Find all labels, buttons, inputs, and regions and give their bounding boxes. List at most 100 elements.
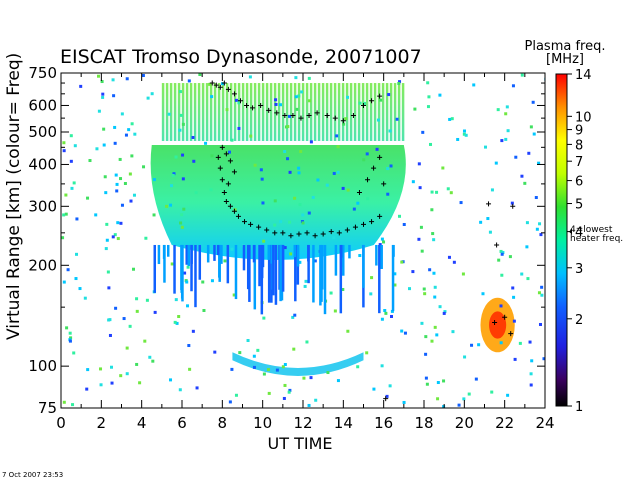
noise-pixel <box>459 201 463 205</box>
noise-pixel <box>261 201 265 205</box>
noise-pixel <box>411 270 415 274</box>
noise-pixel <box>123 181 127 185</box>
noise-pixel <box>379 98 383 102</box>
noise-pixel <box>127 128 131 132</box>
noise-pixel <box>266 368 270 372</box>
noise-pixel <box>500 139 504 143</box>
noise-pixel <box>141 73 145 77</box>
streak <box>323 244 327 315</box>
noise-pixel <box>230 138 234 142</box>
noise-pixel <box>169 378 173 382</box>
noise-pixel <box>182 207 186 211</box>
noise-pixel <box>511 286 515 290</box>
noise-pixel <box>419 225 423 229</box>
noise-pixel <box>131 267 135 271</box>
noise-pixel <box>178 388 182 392</box>
colorbar-tick-label-10: 14 <box>575 68 592 83</box>
noise-pixel <box>499 341 503 345</box>
noise-pixel <box>68 339 72 343</box>
noise-pixel <box>388 384 392 388</box>
streak <box>157 244 161 265</box>
streak <box>296 244 300 267</box>
noise-pixel <box>400 329 404 333</box>
noise-pixel <box>191 135 195 139</box>
noise-pixel <box>179 113 183 117</box>
layer-upper-stripe <box>385 83 389 141</box>
layer-upper-stripe <box>293 83 297 141</box>
cross-21 <box>361 102 366 108</box>
noise-pixel <box>442 405 446 408</box>
layer-e-region <box>232 352 364 376</box>
noise-pixel <box>62 213 66 217</box>
noise-pixel <box>225 108 229 112</box>
noise-pixel <box>383 309 387 313</box>
noise-pixel <box>259 168 263 172</box>
streak <box>166 244 170 257</box>
noise-pixel <box>426 81 430 85</box>
noise-pixel <box>529 383 533 387</box>
noise-pixel <box>191 329 195 333</box>
noise-pixel <box>288 170 292 174</box>
x-tick-label-0: 0 <box>56 414 66 432</box>
noise-pixel <box>520 174 524 178</box>
noise-pixel <box>423 292 427 296</box>
noise-pixel <box>70 186 74 190</box>
noise-pixel <box>64 193 68 197</box>
noise-pixel <box>262 239 266 243</box>
noise-pixel <box>446 187 450 191</box>
noise-pixel <box>237 126 241 130</box>
noise-pixel <box>94 213 98 217</box>
noise-pixel <box>100 80 104 84</box>
noise-pixel <box>436 397 440 401</box>
noise-pixel <box>435 333 439 337</box>
noise-pixel <box>278 103 282 107</box>
noise-pixel <box>441 166 445 170</box>
noise-pixel <box>427 95 431 99</box>
noise-pixel <box>279 220 283 224</box>
noise-pixel <box>297 166 301 170</box>
noise-pixel <box>195 386 199 390</box>
noise-pixel <box>420 321 424 325</box>
x-tick-label-5: 10 <box>253 414 272 432</box>
colorbar-tick-label-0: 1 <box>575 400 583 415</box>
noise-pixel <box>119 177 123 181</box>
cross-50 <box>219 144 225 150</box>
cross-48 <box>369 219 375 225</box>
cross-markers <box>209 80 516 402</box>
layer-upper-stripe <box>365 83 369 141</box>
cross-7 <box>244 102 250 108</box>
noise-pixel <box>307 76 311 80</box>
cross-16 <box>314 110 320 116</box>
cross-36 <box>272 230 278 236</box>
cross-14 <box>298 115 304 121</box>
cross-1 <box>213 82 219 88</box>
layer-upper-stripe <box>237 83 241 141</box>
noise-pixel <box>462 129 466 133</box>
noise-pixel <box>514 155 518 159</box>
layer-f-region <box>150 144 406 260</box>
streak <box>253 244 257 310</box>
layer-upper-stripe <box>373 83 377 141</box>
noise-pixel <box>78 287 82 291</box>
colorbar-tick-label-3: 4 <box>575 226 583 241</box>
noise-pixel <box>450 117 454 121</box>
cross-51 <box>223 151 229 157</box>
noise-pixel <box>309 376 313 380</box>
noise-pixel <box>133 132 137 136</box>
noise-pixel <box>302 376 306 380</box>
noise-pixel <box>148 355 152 359</box>
cross-32 <box>242 219 248 225</box>
layer-upper-stripe <box>213 83 217 141</box>
noise-pixel <box>62 400 66 404</box>
layer-upper-stripe <box>353 83 357 141</box>
cross-22 <box>369 98 375 104</box>
cross-52 <box>227 158 233 164</box>
noise-pixel <box>301 221 305 225</box>
noise-pixel <box>429 142 433 146</box>
noise-pixel <box>424 352 428 356</box>
noise-pixel <box>138 381 142 385</box>
noise-pixel <box>62 141 66 145</box>
noise-pixel <box>346 188 350 192</box>
streak <box>153 244 157 293</box>
cross-66 <box>494 242 500 248</box>
